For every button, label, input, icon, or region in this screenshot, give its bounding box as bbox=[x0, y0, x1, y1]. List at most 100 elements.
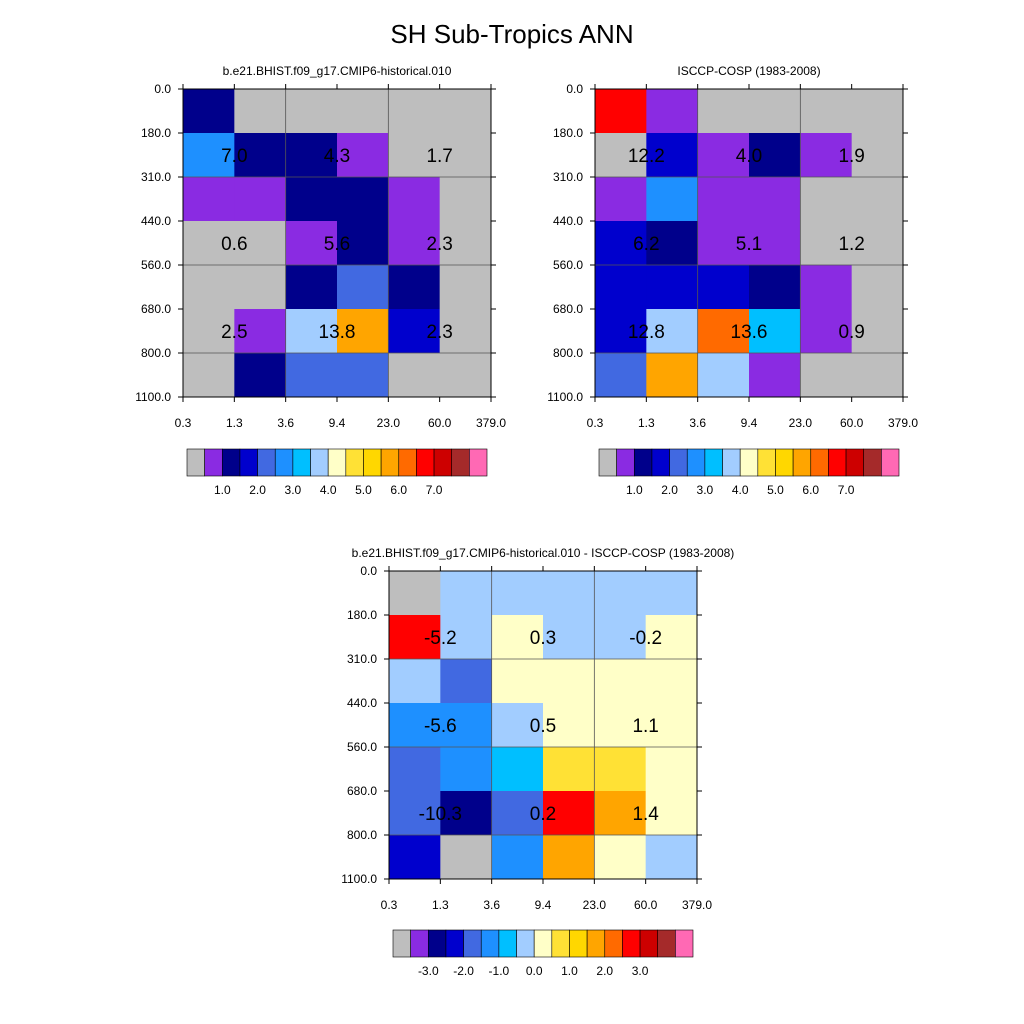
heatmap-cell bbox=[439, 133, 492, 178]
chart-panel-2: ISCCP-COSP (1983-2008) 0.3 1.3 3.6 9.4 23.0 60… bbox=[547, 64, 918, 497]
x-tick-label: 0.3 bbox=[175, 416, 192, 430]
x-tick-label: 23.0 bbox=[583, 898, 607, 912]
colorbar-swatch bbox=[722, 448, 741, 477]
x-tick-label: 3.6 bbox=[483, 898, 500, 912]
heatmap-cell bbox=[697, 177, 750, 222]
heatmap-cell bbox=[851, 177, 904, 222]
colorbar-swatch bbox=[469, 448, 488, 477]
heatmap-cell bbox=[595, 177, 647, 222]
heatmap-cell bbox=[389, 791, 441, 836]
heatmap-cell bbox=[491, 615, 544, 660]
heatmap-cell bbox=[491, 791, 544, 836]
colorbar-swatch bbox=[651, 448, 670, 477]
heatmap-cell bbox=[851, 133, 904, 178]
y-tick-label: 680.0 bbox=[347, 784, 377, 798]
y-tick-label: 800.0 bbox=[347, 828, 377, 842]
colorbar-label: 3.0 bbox=[285, 483, 302, 497]
heatmap-cell bbox=[285, 221, 338, 266]
heatmap-cell bbox=[543, 703, 595, 748]
heatmap-cell bbox=[439, 221, 492, 266]
y-tick-label: 440.0 bbox=[347, 696, 377, 710]
colorbar-swatch bbox=[363, 448, 382, 477]
colorbar-swatch bbox=[739, 448, 759, 477]
chart-panel-3: b.e21.BHIST.f09_g17.CMIP6-historical.010… bbox=[341, 546, 734, 978]
colorbar-swatch bbox=[569, 929, 588, 958]
colorbar-swatch bbox=[551, 929, 570, 958]
heatmap-cell bbox=[800, 133, 853, 178]
cell-annotation: 2.3 bbox=[426, 234, 452, 255]
heatmap-cell bbox=[646, 309, 699, 354]
cell-annotation: 5.1 bbox=[736, 234, 762, 255]
colorbar-swatch bbox=[686, 448, 706, 477]
colorbar-label: 5.0 bbox=[767, 483, 784, 497]
heatmap-cell bbox=[543, 615, 595, 660]
heatmap-cell bbox=[697, 353, 750, 398]
heatmap-cell bbox=[337, 133, 389, 178]
heatmap-cell bbox=[440, 747, 493, 792]
colorbar-swatch bbox=[451, 448, 470, 477]
cell-annotation: 2.5 bbox=[221, 322, 247, 343]
colorbar-swatch bbox=[881, 448, 900, 477]
heatmap-cell bbox=[645, 659, 698, 704]
colorbar-swatch bbox=[639, 929, 659, 958]
heatmap-cell bbox=[646, 177, 699, 222]
heatmap-cell bbox=[285, 133, 338, 178]
colorbar-swatch bbox=[398, 448, 417, 477]
colorbar-swatch bbox=[533, 929, 553, 958]
colorbar-label: 7.0 bbox=[426, 483, 443, 497]
figure-title: SH Sub-Tropics ANN bbox=[390, 19, 633, 49]
heatmap-cell bbox=[697, 265, 750, 310]
heatmap-cell bbox=[645, 747, 698, 792]
colorbar-swatch bbox=[516, 929, 535, 958]
heatmap-cell bbox=[543, 571, 595, 616]
cell-annotation: -0.2 bbox=[629, 628, 662, 649]
colorbar-swatch bbox=[445, 929, 464, 958]
y-tick-label: 0.0 bbox=[566, 82, 583, 96]
heatmap-cell bbox=[183, 353, 235, 398]
colorbar-swatch bbox=[863, 448, 882, 477]
heatmap-cell bbox=[645, 615, 698, 660]
colorbar-label: 2.0 bbox=[249, 483, 266, 497]
panels: b.e21.BHIST.f09_g17.CMIP6-historical.010… bbox=[135, 64, 918, 978]
heatmap-cell bbox=[851, 265, 904, 310]
heatmap-cell bbox=[594, 835, 647, 880]
heatmap-cell bbox=[440, 703, 493, 748]
heatmap-cell bbox=[800, 221, 853, 266]
heatmap-cell bbox=[491, 659, 544, 704]
cell-annotation: 4.3 bbox=[324, 146, 350, 167]
cell-annotation: 1.1 bbox=[632, 716, 658, 737]
cell-annotation: 1.4 bbox=[632, 804, 659, 825]
heatmap-cell bbox=[800, 89, 853, 134]
heatmap-cell bbox=[234, 89, 287, 134]
heatmap-cell bbox=[543, 835, 595, 880]
colorbar-label: -1.0 bbox=[489, 964, 510, 978]
heatmap-cell bbox=[234, 265, 287, 310]
cell-annotation: 0.9 bbox=[838, 322, 864, 343]
heatmap-cell bbox=[440, 835, 493, 880]
colorbar-label: -2.0 bbox=[453, 964, 474, 978]
x-tick-label: 23.0 bbox=[377, 416, 401, 430]
heatmap-cell bbox=[439, 353, 492, 398]
y-tick-label: 0.0 bbox=[154, 82, 171, 96]
heatmap-cell bbox=[337, 309, 389, 354]
heatmap-cell bbox=[697, 89, 750, 134]
cell-annotation: 1.7 bbox=[426, 146, 452, 167]
heatmap-cell bbox=[697, 221, 750, 266]
colorbar-swatch bbox=[310, 448, 329, 477]
heatmap-cell bbox=[439, 177, 492, 222]
x-tick-label: 60.0 bbox=[840, 416, 864, 430]
x-tick-label: 1.3 bbox=[432, 898, 449, 912]
y-tick-label: 180.0 bbox=[553, 126, 583, 140]
colorbar-label: 6.0 bbox=[802, 483, 819, 497]
y-tick-label: 1100.0 bbox=[341, 872, 377, 886]
colorbar-swatch bbox=[604, 929, 623, 958]
cell-annotation: 0.3 bbox=[530, 628, 556, 649]
x-tick-label: 23.0 bbox=[789, 416, 813, 430]
colorbar-label: 5.0 bbox=[355, 483, 372, 497]
y-tick-label: 1100.0 bbox=[547, 390, 583, 404]
heatmap-cell bbox=[234, 309, 287, 354]
heatmap-cell bbox=[749, 309, 801, 354]
cell-annotation: 12.2 bbox=[628, 146, 665, 167]
y-tick-label: 440.0 bbox=[553, 214, 583, 228]
colorbar-swatch bbox=[586, 929, 606, 958]
